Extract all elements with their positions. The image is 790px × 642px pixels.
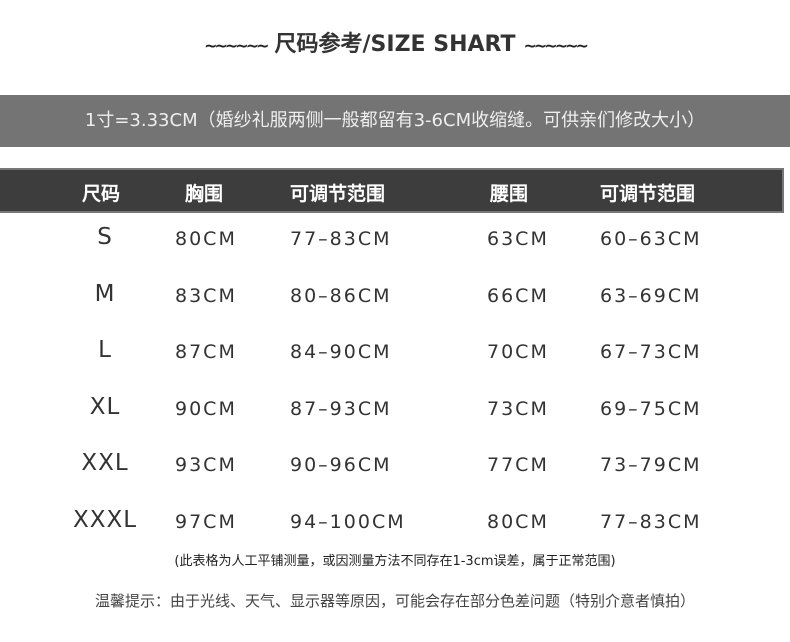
cell-chest: 93CM	[175, 454, 237, 477]
cell-chest-range: 77–83CM	[290, 228, 392, 250]
cell-waist: 70CM	[487, 341, 549, 364]
cell-chest-range: 90–96CM	[290, 454, 392, 477]
page-title: ~~~~~~ 尺码参考/SIZE SHART ~~~~~~	[0, 26, 790, 58]
cell-waist-range: 63–69CM	[600, 284, 702, 307]
cell-waist-range: 60–63CM	[600, 228, 702, 250]
cell-chest-range: 94–100CM	[290, 511, 406, 533]
cell-waist-range: 73–79CM	[600, 454, 702, 477]
table-row: XXXL 97CM 94–100CM 80CM 77–83CM	[0, 507, 790, 541]
cell-waist-range: 67–73CM	[600, 341, 702, 364]
title-text: 尺码参考/SIZE SHART	[274, 32, 516, 57]
header-waist: 腰围	[490, 183, 529, 205]
cell-size: M	[94, 280, 116, 307]
header-waist-range: 可调节范围	[600, 183, 696, 205]
cell-chest-range: 84–90CM	[290, 341, 392, 364]
cell-waist-range: 69–75CM	[600, 397, 702, 420]
cell-chest: 97CM	[175, 511, 237, 533]
table-header: 尺码 胸围 可调节范围 腰围 可调节范围	[0, 168, 784, 213]
cell-chest: 87CM	[175, 341, 237, 364]
header-chest-range: 可调节范围	[290, 183, 386, 205]
cell-size: L	[98, 337, 112, 364]
cell-chest-range: 87–93CM	[290, 397, 392, 420]
cell-waist: 63CM	[487, 228, 549, 250]
cell-waist: 80CM	[487, 511, 549, 533]
header-chest: 胸围	[185, 183, 224, 205]
cell-chest: 80CM	[175, 228, 237, 250]
cell-waist: 77CM	[487, 454, 549, 477]
cell-chest: 83CM	[175, 284, 237, 307]
table-row: S 80CM 77–83CM 63CM 60–63CM	[0, 224, 790, 258]
table-row: XXL 93CM 90–96CM 77CM 73–79CM	[0, 450, 790, 484]
cell-size: S	[97, 224, 113, 250]
table-row: M 83CM 80–86CM 66CM 63–69CM	[0, 281, 790, 315]
wave-decoration-left: ~~~~~~	[204, 35, 269, 55]
cell-chest: 90CM	[175, 397, 237, 420]
cell-waist: 66CM	[487, 284, 549, 307]
measurement-note: (此表格为人工平铺测量，或因测量方法不同存在1-3cm误差，属于正常范围)	[174, 554, 616, 569]
cell-size: XXL	[81, 450, 129, 477]
cell-size: XXXL	[72, 507, 138, 533]
conversion-note: 1寸=3.33CM（婚纱礼服两侧一般都留有3-6CM收缩缝。可供亲们修改大小）	[0, 95, 790, 147]
wave-decoration-right: ~~~~~~	[523, 35, 588, 55]
header-size: 尺码	[82, 183, 121, 205]
table-row: XL 90CM 87–93CM 73CM 69–75CM	[0, 394, 790, 428]
cell-chest-range: 80–86CM	[290, 284, 392, 307]
cell-waist: 73CM	[487, 397, 549, 420]
cell-size: XL	[89, 393, 121, 420]
color-tip: 温馨提示：由于光线、天气、显示器等原因，可能会存在部分色差问题（特别介意者慎拍）	[94, 592, 695, 610]
cell-waist-range: 77–83CM	[600, 511, 702, 533]
table-row: L 87CM 84–90CM 70CM 67–73CM	[0, 337, 790, 371]
